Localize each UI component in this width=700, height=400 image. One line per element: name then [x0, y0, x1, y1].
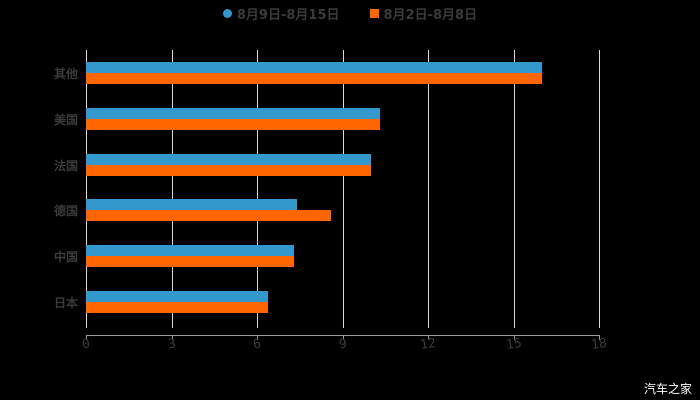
- bar[interactable]: [86, 210, 332, 222]
- y-category-label: 日本: [53, 296, 78, 310]
- legend-item-series1[interactable]: 8月9日-8月15日: [222, 4, 340, 23]
- legend-marker-square-icon: [369, 9, 379, 18]
- y-category-label: 其他: [53, 67, 78, 81]
- legend-item-series2[interactable]: 8月2日-8月8日: [369, 4, 478, 23]
- x-axis: [86, 335, 600, 336]
- bar[interactable]: [86, 164, 371, 176]
- x-tick-label: 9: [337, 336, 348, 353]
- gridline: [599, 50, 600, 328]
- bar[interactable]: [86, 245, 295, 257]
- bar[interactable]: [86, 302, 269, 313]
- legend-marker-circle-icon: [222, 9, 232, 18]
- bar[interactable]: [86, 62, 542, 73]
- bar[interactable]: [86, 199, 297, 211]
- x-tick: [428, 335, 429, 340]
- x-tick-label: 15: [504, 335, 523, 354]
- gridline: [428, 50, 429, 328]
- x-tick: [86, 335, 87, 340]
- x-tick-label: 12: [419, 335, 437, 354]
- x-tick: [599, 335, 600, 340]
- chart-legend: 8月9日-8月15日 8月2日-8月8日: [0, 4, 700, 23]
- gridline: [171, 50, 173, 328]
- gridline: [86, 50, 87, 328]
- x-tick-label: 18: [590, 335, 608, 354]
- x-tick: [257, 335, 258, 340]
- legend-label: 8月2日-8月8日: [383, 8, 478, 23]
- x-tick-label: 3: [166, 336, 177, 353]
- gridline: [342, 50, 344, 328]
- x-tick: [171, 335, 173, 340]
- gridline: [513, 50, 515, 328]
- bar[interactable]: [86, 153, 371, 165]
- legend-label: 8月9日-8月15日: [236, 8, 340, 23]
- bar[interactable]: [86, 73, 542, 84]
- x-tick-label: 0: [81, 336, 91, 353]
- watermark: 汽车之家: [643, 382, 692, 396]
- y-category-label: 德国: [53, 204, 78, 219]
- y-category-label: 中国: [53, 250, 78, 265]
- x-tick-label: 6: [252, 336, 262, 353]
- bar[interactable]: [86, 107, 380, 119]
- bar[interactable]: [86, 256, 295, 268]
- bar[interactable]: [86, 291, 269, 302]
- bar[interactable]: [86, 118, 380, 130]
- x-tick: [513, 335, 515, 340]
- gridline: [257, 50, 258, 328]
- x-tick: [342, 335, 344, 340]
- y-category-label: 美国: [53, 112, 78, 127]
- y-category-label: 法国: [53, 158, 78, 173]
